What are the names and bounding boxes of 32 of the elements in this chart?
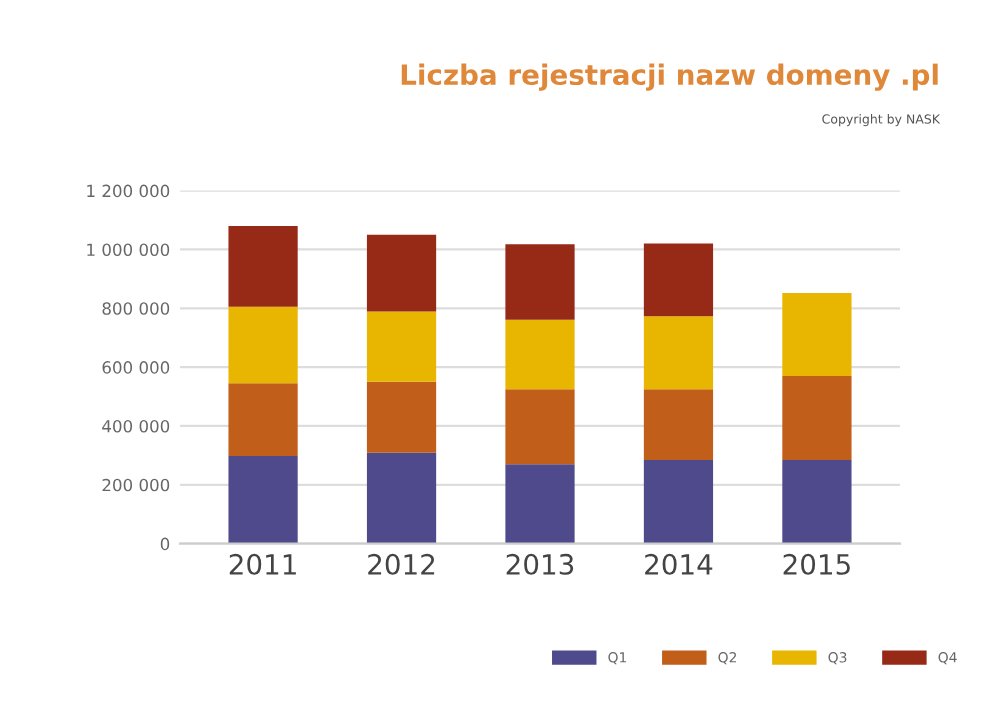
y-tick-label: 1 200 000: [87, 184, 170, 198]
bar: [505, 244, 575, 320]
x-tick-label: 2015: [783, 553, 850, 575]
bar: [782, 460, 852, 544]
y-tick-label: 0: [160, 537, 170, 551]
bar: [643, 389, 714, 461]
bar: [366, 452, 437, 544]
y-tick-label: 400 000: [102, 419, 170, 433]
x-tick-label: 2013: [506, 553, 574, 575]
bar: [643, 243, 714, 317]
x-tick-label: 2011: [229, 553, 296, 575]
bar: [228, 306, 298, 384]
bar: [228, 455, 298, 544]
y-tick-label: 600 000: [102, 361, 170, 374]
y-tick-label: 800 000: [102, 302, 170, 315]
bar: [366, 234, 437, 312]
bar: [505, 389, 575, 465]
bar: [643, 316, 714, 390]
y-tick-label: 1 000 000: [87, 243, 170, 257]
bar: [228, 225, 298, 307]
bar: [366, 311, 437, 382]
bar: [505, 464, 575, 544]
bar: [782, 292, 852, 376]
x-tick-label: 2012: [368, 553, 435, 575]
bar: [366, 381, 437, 453]
bar: [643, 460, 714, 544]
bar: [505, 319, 575, 390]
bar: [782, 375, 852, 461]
chart-title: Liczba rejestracji nazw domeny .pl: [401, 63, 938, 91]
y-tick-label: 200 000: [102, 478, 170, 492]
x-tick-label: 2014: [645, 553, 713, 575]
bar: [228, 383, 298, 456]
